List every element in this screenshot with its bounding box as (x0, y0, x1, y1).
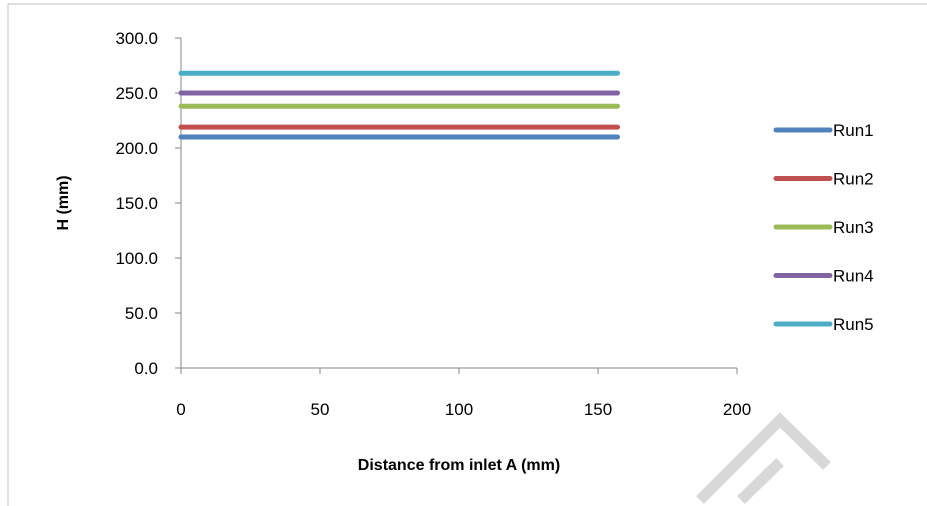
y-axis-title: H (mm) (55, 175, 72, 230)
x-tick-label: 150 (584, 400, 612, 419)
series-lines (178, 70, 620, 140)
x-tick-label: 200 (723, 400, 751, 419)
x-tick-label: 0 (176, 400, 185, 419)
legend-label: Run3 (833, 218, 874, 237)
y-tick-label: 150.0 (115, 194, 158, 213)
y-tick-label: 50.0 (125, 304, 158, 323)
legend-label: Run2 (833, 170, 874, 189)
y-tick-label: 300.0 (115, 29, 158, 48)
y-tick-label: 0.0 (134, 359, 158, 378)
x-axis-title: Distance from inlet A (mm) (358, 457, 560, 474)
legend: Run1 Run2 Run3 Run4 Run5 (773, 121, 874, 334)
y-axis-ticks: 0.0 50.0 100.0 150.0 200.0 250.0 300.0 (115, 29, 181, 378)
x-tick-label: 100 (445, 400, 473, 419)
legend-label: Run5 (833, 315, 874, 334)
x-tick-label: 50 (311, 400, 330, 419)
y-tick-label: 200.0 (115, 139, 158, 158)
y-tick-label: 100.0 (115, 249, 158, 268)
x-axis-ticks: 0 50 100 150 200 (176, 368, 751, 419)
legend-label: Run1 (833, 121, 874, 140)
watermark-stroke (737, 458, 784, 504)
legend-label: Run4 (833, 267, 874, 286)
watermark-stroke (696, 412, 831, 504)
y-tick-label: 250.0 (115, 84, 158, 103)
